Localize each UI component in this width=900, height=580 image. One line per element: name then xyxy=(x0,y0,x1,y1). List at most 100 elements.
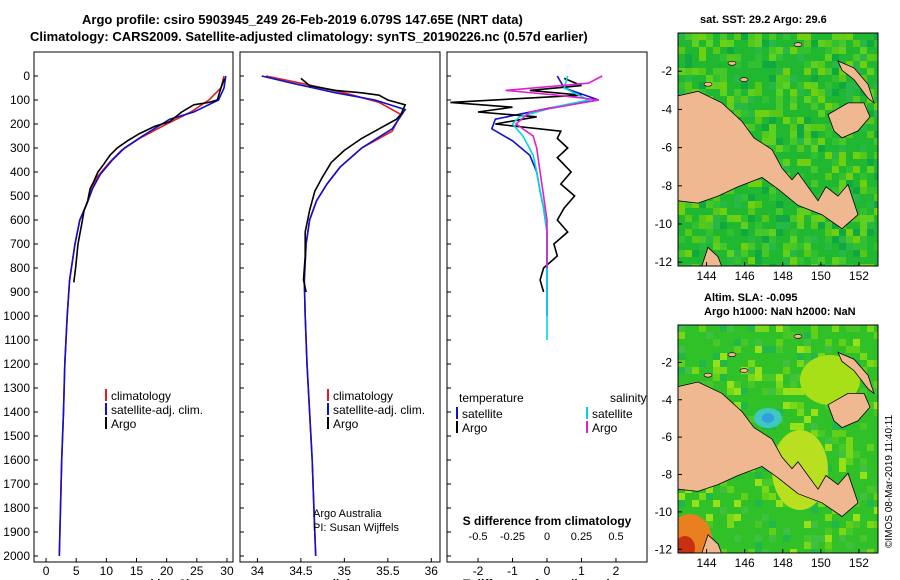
map-pixel xyxy=(874,381,878,388)
map-pixel xyxy=(867,521,874,528)
xtick-label: -2 xyxy=(473,564,484,578)
map-pixel xyxy=(755,180,762,187)
map-pixel xyxy=(846,166,853,173)
map-pixel xyxy=(839,229,846,236)
map-pixel xyxy=(783,264,790,266)
map-pixel xyxy=(755,257,762,264)
map-pixel xyxy=(762,110,769,117)
xtick-label: 34.5 xyxy=(289,564,313,578)
map-pixel xyxy=(783,75,790,82)
map-pixel xyxy=(727,514,734,521)
map-pixel xyxy=(713,194,720,201)
ytick-label: 800 xyxy=(10,261,30,275)
credit-line-2: PI: Susan Wijffels xyxy=(313,522,399,534)
map-xtick-label: 152 xyxy=(849,556,869,570)
ytick-label: 1200 xyxy=(3,357,30,371)
map-pixel xyxy=(713,367,720,374)
series-group-temperature xyxy=(58,75,227,557)
map-pixel xyxy=(867,187,874,194)
map-pixel xyxy=(832,33,839,40)
map-pixel xyxy=(685,54,692,61)
map-pixel xyxy=(797,264,804,266)
map-pixel xyxy=(874,243,878,250)
map-pixel xyxy=(720,40,727,47)
map-pixel xyxy=(811,96,818,103)
map-pixel xyxy=(762,388,769,395)
map-pixel xyxy=(755,54,762,61)
map-pixel xyxy=(804,33,811,40)
map-pixel xyxy=(874,332,878,339)
map-pixel xyxy=(811,542,818,549)
map-pixel xyxy=(846,243,853,250)
map-pixel xyxy=(755,535,762,542)
series-group-difference xyxy=(450,75,603,340)
map-pixel xyxy=(804,542,811,549)
map-pixel xyxy=(818,61,825,68)
map-pixel xyxy=(874,493,878,500)
ytick-label: 300 xyxy=(10,141,30,155)
map-pixel xyxy=(755,472,762,479)
map-pixel xyxy=(832,159,839,166)
map-pixel xyxy=(734,257,741,264)
map-pixel xyxy=(874,388,878,395)
s-axis-tick-label: -0.5 xyxy=(469,531,488,543)
map-pixel xyxy=(748,236,755,243)
map-pixel xyxy=(783,166,790,173)
map-pixel xyxy=(762,236,769,243)
map-pixel xyxy=(769,535,776,542)
panel-salinity: 34 34.5 35 35.5 36 salinity climatologysatelli… xyxy=(239,51,441,580)
map-pixel xyxy=(839,180,846,187)
map-ytick-label: -8 xyxy=(661,468,672,482)
map-pixel xyxy=(699,47,706,54)
map-pixel xyxy=(867,229,874,236)
map-pixel xyxy=(860,353,867,360)
map-pixel xyxy=(762,131,769,138)
map-pixel xyxy=(755,110,762,117)
map-pixel xyxy=(832,138,839,145)
map-pixel xyxy=(748,360,755,367)
plot-frame-temperature xyxy=(33,51,234,563)
xaxis-label-temperature: temperature (deg C) xyxy=(76,577,190,580)
map-pixel xyxy=(699,54,706,61)
ytick-label: 2000 xyxy=(3,549,30,563)
map-pixel xyxy=(832,61,839,68)
map-pixel xyxy=(867,402,874,409)
map-pixel xyxy=(853,187,860,194)
map-pixel xyxy=(685,89,692,96)
map-pixel xyxy=(741,222,748,229)
map-pixel xyxy=(839,264,846,266)
map-pixel xyxy=(706,332,713,339)
map-pixel xyxy=(790,131,797,138)
map-pixel xyxy=(748,381,755,388)
map-pixel xyxy=(685,201,692,208)
map-pixel xyxy=(776,208,783,215)
map-pixel xyxy=(874,208,878,215)
map-pixel xyxy=(720,374,727,381)
map-pixel xyxy=(720,68,727,75)
map-pixel xyxy=(734,381,741,388)
map-pixel xyxy=(874,521,878,528)
map-pixel xyxy=(748,201,755,208)
map-pixel xyxy=(853,514,860,521)
map-pixel xyxy=(720,75,727,82)
map-xtick-label: 148 xyxy=(773,556,793,570)
map-pixel xyxy=(748,416,755,423)
map-sst_map: 144 146 148 150 152 -2 -4 -6 -8 -10 -12 xyxy=(655,32,879,283)
map-pixel xyxy=(699,215,706,222)
land-island xyxy=(793,334,803,339)
map-pixel xyxy=(804,535,811,542)
map-pixel xyxy=(839,444,846,451)
map-sla-anomaly-high xyxy=(800,355,860,405)
map-pixel xyxy=(776,388,783,395)
map-pixel xyxy=(832,89,839,96)
map-pixel xyxy=(678,346,685,353)
map-pixel xyxy=(762,250,769,257)
map-pixel xyxy=(741,250,748,257)
map-pixel xyxy=(874,33,878,40)
map-pixel xyxy=(769,110,776,117)
map-pixel xyxy=(839,451,846,458)
map-xtick-label: 150 xyxy=(811,556,831,570)
xtick-label: 10 xyxy=(100,564,114,578)
map-pixel xyxy=(825,437,832,444)
map-pixel xyxy=(853,521,860,528)
